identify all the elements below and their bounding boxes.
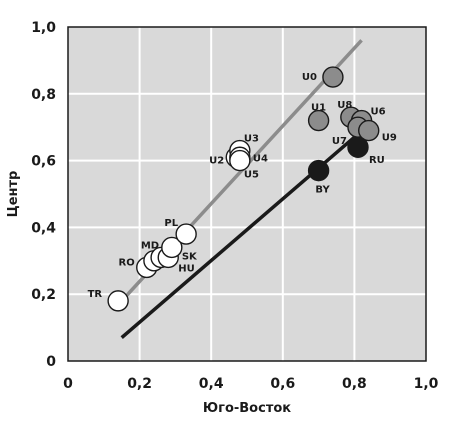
point-label: U0: [302, 72, 317, 83]
point-label: MD: [141, 240, 159, 251]
data-point: [307, 159, 330, 182]
y-tick-label: 0,6: [31, 154, 56, 170]
data-point: [229, 149, 251, 172]
x-tick-label: 1,0: [414, 376, 439, 392]
y-tick-label: 1,0: [31, 20, 56, 36]
x-axis-label: Юго-Восток: [203, 401, 291, 416]
point-label: U7: [332, 136, 347, 147]
point-label: PL: [164, 218, 178, 229]
plot-frame: [67, 26, 427, 362]
data-point: [175, 223, 197, 245]
y-tick-label: 0,8: [31, 87, 56, 103]
data-points: [107, 66, 380, 312]
point-label: TR: [88, 289, 103, 300]
y-tick-label: 0: [46, 354, 56, 370]
y-axis-label: Центр: [6, 171, 21, 218]
y-tick-label: 0,2: [31, 287, 56, 303]
y-tick-label: 0,4: [31, 220, 56, 236]
x-tick-label: 0,8: [342, 376, 367, 392]
x-tick-label: 0: [63, 376, 73, 392]
point-label: BY: [315, 185, 330, 196]
point-label: RU: [369, 155, 385, 166]
data-point: [358, 119, 380, 142]
point-label: U1: [311, 103, 326, 114]
point-label: U6: [371, 107, 386, 118]
data-point: [307, 109, 330, 132]
y-axis-ticks: 0 0,2 0,4 0,6 0,8 1,0: [31, 20, 56, 370]
data-point: [322, 66, 344, 88]
point-label: U2: [209, 155, 224, 166]
point-label: SK: [182, 251, 198, 262]
data-point: [107, 290, 129, 312]
point-label: U8: [337, 100, 352, 111]
x-tick-label: 0,2: [127, 376, 152, 392]
x-axis-ticks: 0 0,2 0,4 0,6 0,8 1,0: [63, 376, 439, 392]
point-label: HU: [178, 263, 195, 274]
point-label: U4: [253, 153, 268, 164]
point-label: U3: [244, 134, 259, 145]
data-point: [347, 136, 369, 158]
data-point: [161, 236, 183, 259]
point-label: U5: [244, 170, 259, 181]
x-tick-label: 0,6: [270, 376, 295, 392]
point-label: RO: [119, 257, 135, 268]
point-label: U9: [382, 133, 397, 144]
x-tick-label: 0,4: [199, 376, 224, 392]
